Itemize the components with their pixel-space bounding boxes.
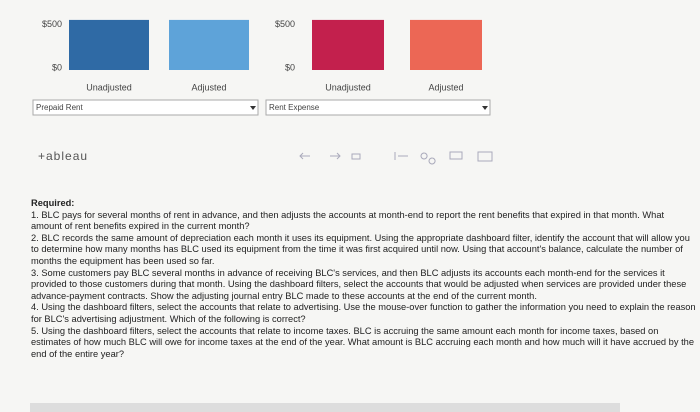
filter-value: Rent Expense — [269, 103, 320, 112]
dropdown-arrow — [482, 106, 488, 110]
x-tick-label: Unadjusted — [86, 82, 132, 92]
y-tick-label: $0 — [52, 62, 62, 72]
bar — [312, 19, 384, 71]
logo: +ableau — [38, 149, 88, 163]
question: 4. Using the dashboard filters, select t… — [31, 302, 696, 324]
question: 1. BLC pays for several months of rent i… — [31, 209, 665, 232]
bar — [169, 19, 249, 71]
y-tick-label: $500 — [42, 19, 62, 29]
filter-dropdown[interactable] — [32, 99, 259, 116]
x-tick-label: Adjusted — [428, 82, 463, 92]
question: 5. Using the dashboard filters, select t… — [31, 325, 694, 359]
dropdown-arrow — [250, 106, 256, 110]
x-tick-label: Unadjusted — [325, 82, 371, 92]
heading: Required: — [31, 198, 75, 208]
filter-value: Prepaid Rent — [36, 103, 83, 112]
x-tick-label: Adjusted — [191, 82, 226, 92]
toolbar — [299, 151, 493, 165]
bar — [410, 19, 482, 71]
bar — [69, 19, 149, 71]
scrollbar — [30, 403, 620, 412]
dashboard: +ableau $500 $0 Unadjusted Adjusted Prepaid … — [32, 19, 493, 165]
filter-dropdown[interactable] — [265, 99, 491, 116]
y-tick-label: $500 — [275, 19, 295, 29]
question: 2. BLC records the same amount of deprec… — [31, 232, 690, 266]
instructions: Required: 1. BLC pays for several months… — [31, 198, 696, 360]
y-tick-label: $0 — [285, 62, 295, 72]
question: 3. Some customers pay BLC several months… — [31, 267, 687, 301]
